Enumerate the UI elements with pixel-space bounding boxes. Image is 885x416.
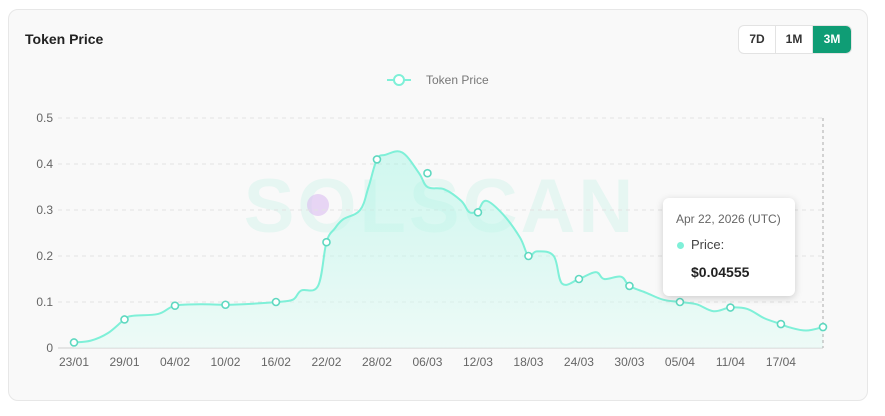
data-point[interactable]: [776, 319, 786, 329]
price-area: [74, 151, 823, 348]
series-dot-icon: [677, 242, 684, 249]
x-tick-label: 16/02: [261, 355, 291, 369]
data-point[interactable]: [818, 322, 828, 332]
watermark-logo-dot: [307, 194, 329, 216]
y-tick-label: 0: [46, 341, 53, 355]
tab-3m[interactable]: 3M: [813, 26, 851, 53]
data-point[interactable]: [170, 301, 180, 310]
card-title: Token Price: [25, 31, 104, 47]
x-tick-label: 18/03: [513, 355, 543, 369]
data-point[interactable]: [69, 338, 79, 347]
tab-7d[interactable]: 7D: [739, 26, 776, 53]
x-axis: 23/01 29/01 04/02 10/02 16/02 22/02 28/02 06/03…: [59, 355, 796, 369]
x-tick-label: 11/04: [716, 355, 745, 369]
x-tick-label: 10/02: [210, 355, 240, 369]
chart-legend[interactable]: Token Price: [387, 73, 489, 87]
y-tick-label: 0.1: [36, 295, 53, 309]
tab-1m[interactable]: 1M: [776, 26, 813, 53]
x-tick-label: 24/03: [564, 355, 594, 369]
x-tick-label: 05/04: [665, 355, 695, 369]
price-line: [73, 150, 824, 344]
x-tick-label: 28/02: [362, 355, 392, 369]
tooltip-label: Price:: [691, 237, 725, 252]
y-axis: 0 0.1 0.2 0.3 0.4 0.5: [36, 111, 53, 355]
y-tick-label: 0.5: [36, 111, 53, 125]
data-point[interactable]: [625, 281, 634, 291]
legend-marker-icon: [393, 74, 405, 86]
data-point[interactable]: [675, 297, 685, 307]
y-tick-label: 0.3: [36, 203, 53, 217]
data-point[interactable]: [221, 300, 230, 310]
x-tick-label: 06/03: [412, 355, 442, 369]
data-point[interactable]: [120, 315, 129, 324]
tooltip-value: $0.04555: [691, 264, 750, 280]
x-tick-label: 12/03: [463, 355, 493, 369]
y-tick-label: 0.2: [36, 249, 53, 263]
x-tick-label: 04/02: [160, 355, 190, 369]
y-tick-label: 0.4: [36, 157, 53, 171]
data-point[interactable]: [423, 168, 432, 178]
data-point[interactable]: [372, 155, 382, 164]
data-point[interactable]: [473, 208, 483, 217]
price-tooltip: Apr 22, 2026 (UTC) Price: $0.04555: [663, 198, 795, 296]
data-point[interactable]: [322, 237, 331, 247]
x-tick-label: 29/01: [109, 355, 139, 369]
legend-label: Token Price: [426, 73, 489, 87]
price-markers: [69, 155, 828, 347]
x-tick-label: 30/03: [614, 355, 644, 369]
x-tick-label: 17/04: [766, 355, 796, 369]
x-tick-label: 22/02: [311, 355, 341, 369]
data-point[interactable]: [271, 297, 281, 307]
data-point[interactable]: [574, 274, 584, 284]
tooltip-date: Apr 22, 2026 (UTC): [676, 212, 781, 226]
data-point[interactable]: [726, 303, 735, 312]
x-tick-label: 23/01: [59, 355, 89, 369]
range-tabs: 7D 1M 3M: [738, 25, 852, 54]
data-point[interactable]: [524, 251, 533, 261]
